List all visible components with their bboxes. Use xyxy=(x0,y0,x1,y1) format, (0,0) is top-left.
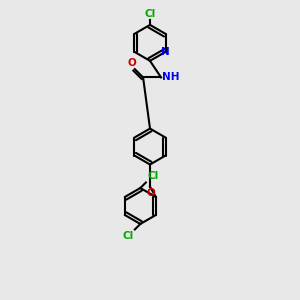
Text: O: O xyxy=(146,188,155,198)
Text: Cl: Cl xyxy=(122,231,134,241)
Text: Cl: Cl xyxy=(144,9,156,20)
Text: N: N xyxy=(161,47,170,57)
Text: Cl: Cl xyxy=(147,171,158,181)
Text: O: O xyxy=(128,58,136,68)
Text: NH: NH xyxy=(162,72,179,82)
